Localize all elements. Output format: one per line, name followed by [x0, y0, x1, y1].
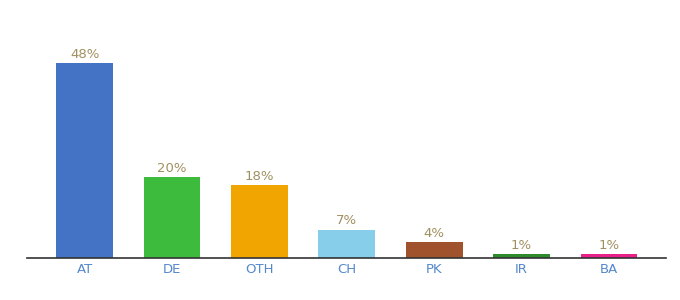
Bar [231, 185, 288, 258]
Bar [406, 242, 462, 258]
Text: 48%: 48% [70, 47, 99, 61]
Bar [143, 177, 201, 258]
Bar [318, 230, 375, 258]
Text: 1%: 1% [511, 239, 532, 252]
Text: 20%: 20% [157, 161, 187, 175]
Bar [581, 254, 637, 258]
Text: 7%: 7% [336, 214, 358, 227]
Text: 18%: 18% [245, 170, 274, 183]
Text: 4%: 4% [424, 227, 445, 240]
Bar [56, 63, 113, 258]
Bar [493, 254, 550, 258]
Text: 1%: 1% [598, 239, 619, 252]
